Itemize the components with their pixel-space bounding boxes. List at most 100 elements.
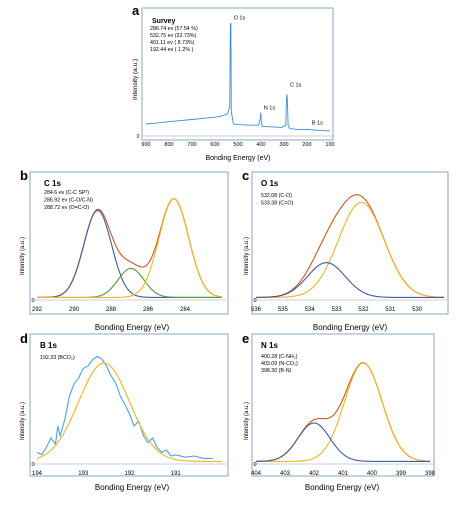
panel-a-xtick-label: 200 [302, 142, 311, 148]
panel-a-letter: a [132, 3, 140, 18]
panel-e-xtick-label: 401 [338, 471, 349, 477]
panel-a-peak-label: C 1s [290, 83, 302, 89]
panel-e-xtick-label: 403 [280, 471, 291, 477]
panel-e-series-line [256, 422, 430, 462]
panel-c-series-line [256, 201, 444, 298]
panel-d-xtick-label: 193 [78, 471, 89, 477]
panel-b-plot: 292 290 288 286 284 0 284.6 ev (C-C SP²) 286.92… [31, 190, 226, 313]
panel-a-assignment-label: 532.75 ev (32.73%) [150, 33, 196, 39]
panel-b-xtick-label: 290 [69, 307, 80, 313]
panel-d-xtick-label: 192 [124, 471, 135, 477]
panel-d-ytick-label: 0 [31, 462, 34, 468]
panel-d-title: B 1s [40, 341, 57, 350]
panel-d-letter: d [20, 331, 28, 346]
panel-b-assignment-label: 284.6 ev (C-C SP²) [44, 190, 89, 196]
panel-b-assignment-label: 286.92 ev (C-O/C-N) [44, 198, 93, 204]
panel-e-letter: e [242, 331, 249, 346]
panel-a-peak-label: N 1s [264, 105, 276, 111]
panel-c-xtick-label: 535 [278, 307, 289, 313]
panel-e-xtick-label: 400 [367, 471, 378, 477]
panel-e-series-line [256, 362, 430, 462]
panel-a-xtick-label: 700 [187, 142, 196, 148]
panel-e-assignment-label: 398.30 (B-N) [261, 368, 292, 374]
panel-a-title: Survey [152, 18, 175, 25]
panel-a-xtick-label: 300 [279, 142, 288, 148]
panel-d-assignment-label: 192.33 (BCO₂) [40, 355, 75, 361]
panel-b-letter: b [20, 168, 28, 183]
panel-c-series-line [256, 262, 444, 298]
panel-e-xtick-label: 399 [396, 471, 407, 477]
panel-e-xtick-label: 404 [251, 471, 262, 477]
panel-e-frame [251, 333, 435, 477]
panel-d: d B 1s 194 193 192 191 0 192.33 (BCO₂) Intens… [20, 331, 229, 492]
panel-d-xtick-label: 191 [171, 471, 182, 477]
panel-a-peak-label: B 1s [312, 120, 323, 126]
panel-c-xtick-label: 530 [412, 307, 423, 313]
panel-a-xtick-label: 600 [210, 142, 219, 148]
panel-a-assignment-label: 286.74 ev (57.54 %) [150, 26, 198, 32]
panel-d-xtick-label: 194 [32, 471, 43, 477]
panel-a-assignment-label: 401.11 ev ( 8.73%) [150, 40, 195, 46]
panel-e-xlabel: Bonding Energy (eV) [305, 483, 380, 492]
panel-e-xtick-label: 402 [309, 471, 320, 477]
panel-c-xlabel: Bonding Energy (eV) [313, 323, 388, 332]
panel-d-ylabel: Intensity (a.u.) [20, 402, 26, 440]
panel-b-ylabel: Intensity (a.u.) [20, 237, 26, 275]
panel-c: c O 1s 536 535 534 533 532 531 530 0 532.08 (C-O… [242, 168, 449, 332]
panel-a-peak-label: O 1s [234, 15, 246, 21]
panel-b-xlabel: Bonding Energy (eV) [95, 323, 170, 332]
panel-c-xtick-label: 531 [385, 307, 396, 313]
panel-b-xtick-label: 288 [106, 307, 117, 313]
panel-a-xlabel: Bonding Energy (eV) [206, 155, 271, 162]
panel-d-xlabel: Bonding Energy (eV) [95, 483, 170, 492]
panel-a-series-line [145, 23, 331, 132]
panel-a-xtick-label: 900 [141, 142, 150, 148]
panel-b-series-line [37, 209, 222, 298]
panel-e-assignment-label: 400.28 (C-NH₂) [261, 354, 298, 360]
panel-d-frame [29, 333, 229, 477]
panel-b-xtick-label: 284 [180, 307, 191, 313]
panel-b-series-line [37, 198, 223, 298]
panel-c-frame [251, 171, 449, 315]
panel-a-ylabel: Intensity (a.u.) [132, 59, 139, 100]
panel-b-xtick-label: 292 [32, 307, 43, 313]
panel-d-series-line [36, 355, 213, 459]
panel-d-series-line [36, 362, 222, 462]
panel-b-series-line [37, 198, 223, 298]
panel-b-ytick-label: 0 [31, 298, 34, 304]
panel-c-title: O 1s [261, 179, 279, 188]
panel-c-xtick-label: 532 [358, 307, 369, 313]
panel-e-title: N 1s [261, 341, 278, 350]
panel-c-plot: 536 535 534 533 532 531 530 0 532.08 (C-O) 533.38… [251, 193, 448, 313]
panel-a-xtick-label: 800 [164, 142, 173, 148]
panel-b-xtick-label: 286 [143, 307, 154, 313]
panel-d-plot: 194 193 192 191 0 192.33 (BCO₂) [31, 355, 226, 477]
panel-e: e N 1s 404 403 402 401 400 399 398 0 400.28 (C-N… [242, 331, 436, 492]
panel-b-frame [29, 171, 229, 315]
panel-e-xtick-label: 398 [425, 471, 436, 477]
panel-a-frame [141, 7, 334, 141]
panel-e-series-line [256, 362, 430, 462]
panel-e-assignment-label: 403.09 (N-CO₂) [261, 361, 298, 367]
panel-c-ytick-label: 0 [253, 298, 256, 304]
panel-a-ytick-label: 0 [137, 134, 140, 140]
panel-c-xtick-label: 534 [305, 307, 316, 313]
panel-a-assignment-label: 192.44 ev ( 1.2% ) [150, 47, 194, 53]
panel-a-plot: 900 800 700 600 500 400 300 200 100 0 286.74 ev (5… [137, 15, 335, 148]
panel-c-assignment-label: 532.08 (C-O) [261, 193, 292, 199]
panel-b-series-line [37, 267, 222, 298]
panel-e-plot: 404 403 402 401 400 399 398 0 400.28 (C-NH₂)403.… [251, 354, 436, 477]
panel-c-letter: c [242, 168, 249, 183]
panel-e-ylabel: Intensity (a.u.) [244, 402, 250, 440]
panel-a: a Survey 900 800 700 600 500 400 300 200 100 0 286… [132, 3, 335, 162]
panel-a-xtick-label: 500 [233, 142, 242, 148]
panel-c-ylabel: Intensity (a.u.) [244, 237, 250, 275]
panel-b: b C 1s 292 290 288 286 284 0 284.6 ev (C-C SP²… [20, 168, 229, 332]
panel-c-xtick-label: 533 [332, 307, 343, 313]
panel-e-ytick-label: 0 [253, 462, 256, 468]
panel-a-xtick-label: 100 [325, 142, 334, 148]
panel-b-assignment-label: 288.72 ev (O=C-O) [44, 205, 89, 211]
panel-b-title: C 1s [44, 179, 61, 188]
panel-c-xtick-label: 536 [251, 307, 262, 313]
